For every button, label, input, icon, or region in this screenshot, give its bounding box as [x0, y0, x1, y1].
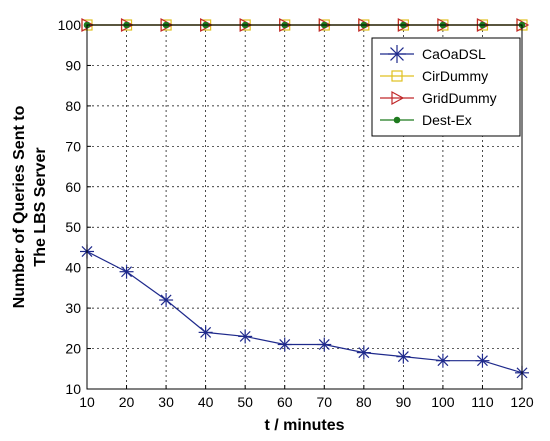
- x-tick-label: 120: [510, 394, 534, 410]
- x-tick-label: 90: [396, 394, 412, 410]
- data-point: [198, 325, 213, 340]
- series-caoadsl: [80, 244, 529, 380]
- data-point: [475, 353, 490, 368]
- x-tick-label: 50: [237, 394, 253, 410]
- x-tick-label: 20: [119, 394, 135, 410]
- x-tick-label: 100: [431, 394, 455, 410]
- y-tick-label: 20: [65, 341, 81, 357]
- data-point: [356, 345, 371, 360]
- data-point: [317, 337, 332, 352]
- x-tick-label: 30: [158, 394, 174, 410]
- x-tick-label: 80: [356, 394, 372, 410]
- legend-marker: [391, 70, 403, 82]
- y-tick-label: 10: [65, 381, 81, 397]
- tick-labels: 10 20 30 40 50 60 70 80 90 100 110 120 10 20 30 40 50 60 7…: [58, 17, 534, 410]
- legend-marker: [393, 116, 401, 124]
- y-tick-label: 40: [65, 260, 81, 276]
- legend-label: Dest-Ex: [422, 112, 472, 128]
- legend-item-griddummy: GridDummy: [380, 90, 497, 106]
- y-axis-label-line-1: Number of Queries Sent to: [11, 105, 28, 308]
- x-axis-label: t / minutes: [264, 417, 344, 434]
- data-point: [159, 293, 174, 308]
- y-tick-label: 60: [65, 179, 81, 195]
- data-point: [119, 264, 134, 279]
- data-point: [435, 353, 450, 368]
- y-axis-label: Number of Queries Sent to The LBS Server: [11, 105, 49, 308]
- legend-marker: [388, 45, 406, 63]
- y-axis-label-line-2: The LBS Server: [32, 147, 49, 266]
- legend-label: GridDummy: [422, 90, 497, 106]
- y-tick-label: 70: [65, 138, 81, 154]
- x-tick-label: 70: [316, 394, 332, 410]
- x-tick-label: 40: [198, 394, 214, 410]
- x-tick-label: 10: [79, 394, 95, 410]
- data-point: [238, 329, 253, 344]
- legend-item-dest-ex: Dest-Ex: [380, 112, 472, 128]
- legend-item-cirdummy: CirDummy: [380, 68, 488, 84]
- y-tick-label: 100: [58, 17, 82, 33]
- legend-marker: [391, 90, 405, 106]
- data-point: [277, 337, 292, 352]
- series-line: [86, 250, 523, 374]
- y-tick-label: 30: [65, 300, 81, 316]
- legend: CaOaDSL CirDummy GridDummy Dest-Ex: [371, 37, 521, 137]
- data-point: [396, 349, 411, 364]
- legend-item-caoadsl: CaOaDSL: [380, 45, 486, 63]
- plot-frame: [86, 24, 523, 390]
- y-tick-label: 90: [65, 57, 81, 73]
- y-tick-label: 80: [65, 98, 81, 114]
- x-tick-label: 60: [277, 394, 293, 410]
- x-tick-label: 110: [471, 394, 494, 410]
- legend-label: CirDummy: [422, 68, 488, 84]
- legend-label: CaOaDSL: [422, 46, 486, 62]
- y-tick-label: 50: [65, 219, 81, 235]
